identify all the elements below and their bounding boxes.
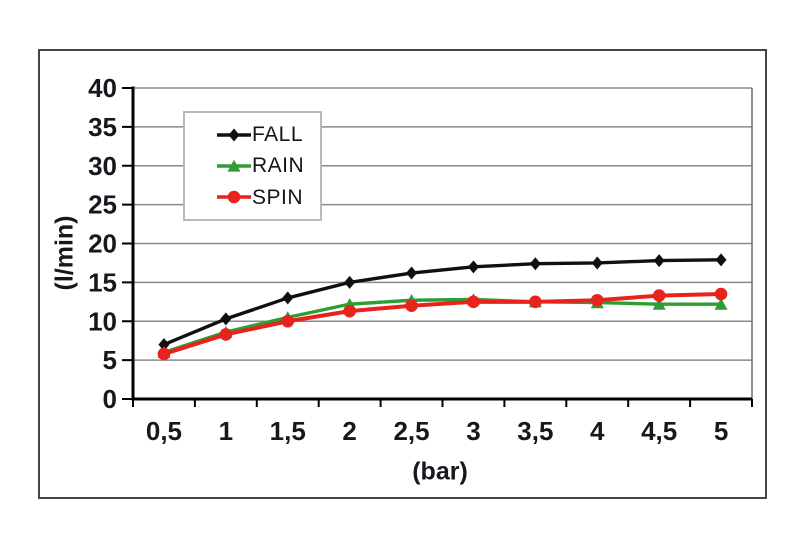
marker-fall xyxy=(406,266,418,280)
marker-spin xyxy=(529,295,542,309)
marker-rain xyxy=(714,297,728,310)
x-tick-label: 0,5 xyxy=(146,416,182,446)
y-tick-label: 30 xyxy=(88,151,117,181)
x-tick-label: 4,5 xyxy=(641,416,677,446)
x-tick-label: 5 xyxy=(714,416,728,446)
y-tick-label: 35 xyxy=(88,112,117,142)
marker-rain xyxy=(652,297,666,310)
series-line-spin xyxy=(161,292,724,356)
marker-fall xyxy=(467,260,479,274)
series-line-fall xyxy=(162,258,723,347)
x-tick-label: 3 xyxy=(466,416,480,446)
legend-marker-spin xyxy=(227,191,241,204)
y-tick-label: 0 xyxy=(103,384,117,414)
fall-diamond-icon xyxy=(217,128,251,142)
x-tick-label: 4 xyxy=(590,416,605,446)
marker-fall xyxy=(220,312,232,326)
marker-spin xyxy=(157,347,171,361)
y-tick-label: 15 xyxy=(88,267,117,297)
rain-triangle-icon xyxy=(217,159,251,172)
legend-item-spin: SPIN xyxy=(217,187,320,208)
series-line-rain xyxy=(162,297,723,355)
marker-spin xyxy=(219,328,233,341)
legend-marker-rain xyxy=(227,159,241,172)
legend-label-spin: SPIN xyxy=(252,185,304,209)
legend-marker-fall xyxy=(228,128,240,142)
marker-spin xyxy=(714,287,728,301)
marker-spin xyxy=(343,304,356,318)
marker-fall xyxy=(591,256,603,270)
marker-spin xyxy=(281,314,295,328)
marker-fall xyxy=(282,291,294,305)
y-tick-label: 40 xyxy=(88,73,117,103)
legend: FALL RAIN SPIN xyxy=(183,111,322,221)
y-tick-label: 5 xyxy=(103,345,117,375)
marker-fall xyxy=(158,338,170,352)
x-tick-label: 3,5 xyxy=(517,416,553,446)
marker-spin xyxy=(467,295,480,309)
legend-item-rain: RAIN xyxy=(217,155,320,176)
marker-spin xyxy=(405,299,418,313)
marker-spin xyxy=(652,289,666,302)
legend-label-rain: RAIN xyxy=(252,154,305,178)
marker-spin xyxy=(590,293,604,307)
marker-fall xyxy=(529,257,541,271)
x-axis-title: (bar) xyxy=(412,457,468,486)
y-tick-label: 20 xyxy=(88,229,117,259)
marker-fall xyxy=(715,253,727,267)
x-tick-label: 1,5 xyxy=(270,416,306,446)
spin-circle-icon xyxy=(217,191,251,204)
marker-fall xyxy=(653,254,665,268)
marker-fall xyxy=(344,275,356,289)
x-tick-label: 1 xyxy=(219,416,233,446)
legend-label-fall: FALL xyxy=(252,123,304,147)
x-tick-label: 2,5 xyxy=(393,416,429,446)
y-tick-label: 10 xyxy=(88,306,117,336)
y-tick-label: 25 xyxy=(88,190,117,220)
y-axis-title: (l/min) xyxy=(50,215,79,291)
legend-item-fall: FALL xyxy=(217,124,320,145)
x-tick-label: 2 xyxy=(342,416,356,446)
